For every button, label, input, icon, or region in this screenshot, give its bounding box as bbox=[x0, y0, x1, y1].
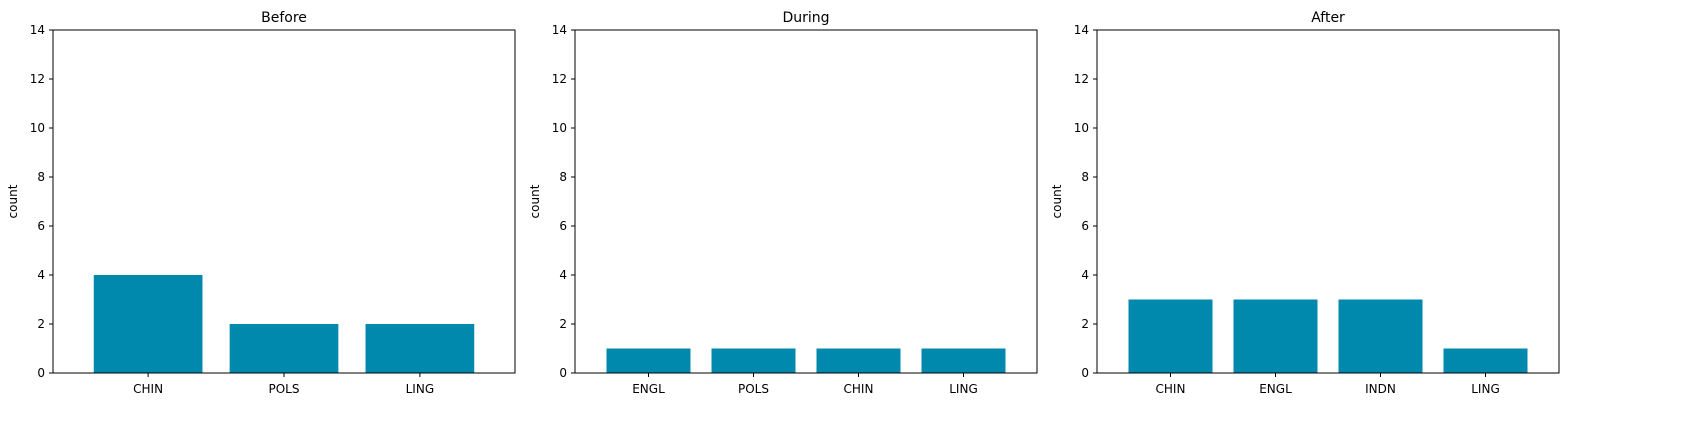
bar-ling bbox=[921, 348, 1006, 373]
x-tick-label: POLS bbox=[738, 382, 769, 396]
bar-indn bbox=[1338, 299, 1423, 373]
axes-frame bbox=[1096, 29, 1560, 374]
x-tick-label: CHIN bbox=[133, 382, 163, 396]
y-tick-label: 14 bbox=[30, 23, 45, 37]
y-tick-label: 12 bbox=[552, 72, 567, 86]
y-tick-label: 4 bbox=[1081, 268, 1089, 282]
bar-chin bbox=[816, 348, 901, 373]
y-tick-label: 10 bbox=[1074, 121, 1089, 135]
axes-frame bbox=[52, 29, 516, 374]
y-tick-label: 6 bbox=[559, 219, 567, 233]
y-tick-label: 0 bbox=[37, 366, 45, 380]
y-tick-label: 2 bbox=[37, 317, 45, 331]
y-tick-label: 10 bbox=[552, 121, 567, 135]
bar-engl bbox=[606, 348, 691, 373]
y-tick-label: 4 bbox=[37, 268, 45, 282]
y-tick-label: 6 bbox=[1081, 219, 1089, 233]
x-tick-label: LING bbox=[949, 382, 978, 396]
chart-title: Before bbox=[261, 10, 307, 26]
y-tick-label: 14 bbox=[1074, 23, 1089, 37]
x-tick-label: ENGL bbox=[1259, 382, 1292, 396]
bar-chin bbox=[1128, 299, 1213, 373]
y-tick-label: 8 bbox=[37, 170, 45, 184]
y-tick-label: 10 bbox=[30, 121, 45, 135]
x-tick-label: CHIN bbox=[1156, 382, 1186, 396]
chart-panel-3: After count 0 2 4 6 8 10 12 14 CHIN ENGL INDN LING bbox=[1050, 10, 1560, 396]
y-tick-label: 0 bbox=[1081, 366, 1089, 380]
chart-panel-2: During count 0 2 4 6 8 10 12 14 ENGL POLS CHIN LING bbox=[528, 10, 1038, 396]
y-tick-label: 12 bbox=[30, 72, 45, 86]
y-tick-label: 8 bbox=[559, 170, 567, 184]
y-axis-label: count bbox=[6, 184, 20, 218]
x-tick-label: CHIN bbox=[844, 382, 874, 396]
x-tick-label: ENGL bbox=[632, 382, 665, 396]
bar-chin bbox=[93, 275, 203, 373]
chart-title: After bbox=[1311, 10, 1345, 26]
x-tick-label: LING bbox=[406, 382, 435, 396]
y-tick-label: 0 bbox=[559, 366, 567, 380]
x-tick-label: LING bbox=[1471, 382, 1500, 396]
y-tick-label: 6 bbox=[37, 219, 45, 233]
bar-pols bbox=[229, 324, 339, 373]
axes-frame bbox=[574, 29, 1038, 374]
bar-pols bbox=[711, 348, 796, 373]
y-axis-label: count bbox=[1050, 184, 1064, 218]
y-tick-label: 4 bbox=[559, 268, 567, 282]
x-tick-label: POLS bbox=[269, 382, 300, 396]
y-tick-label: 8 bbox=[1081, 170, 1089, 184]
chart-panel-1: Before count 0 2 4 6 8 10 12 14 CHIN POLS LING bbox=[6, 10, 516, 396]
bar-ling bbox=[365, 324, 475, 373]
chart-title: During bbox=[782, 10, 829, 26]
y-tick-label: 14 bbox=[552, 23, 567, 37]
y-tick-label: 2 bbox=[1081, 317, 1089, 331]
bar-ling bbox=[1443, 348, 1528, 373]
bar-engl bbox=[1233, 299, 1318, 373]
y-tick-label: 12 bbox=[1074, 72, 1089, 86]
x-tick-label: INDN bbox=[1365, 382, 1396, 396]
y-axis-label: count bbox=[528, 184, 542, 218]
y-tick-label: 2 bbox=[559, 317, 567, 331]
